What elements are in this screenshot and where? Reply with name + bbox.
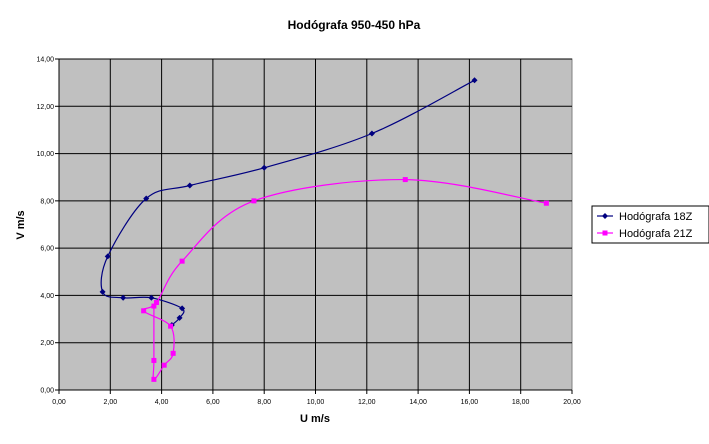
data-point (104, 253, 111, 260)
data-point (143, 195, 150, 202)
x-tick-label: 8,00 (257, 399, 271, 406)
x-tick-label: 18,00 (512, 399, 530, 406)
legend-marker (602, 213, 608, 219)
data-point (151, 357, 157, 363)
data-point (168, 323, 174, 329)
x-axis-ticks: 0,00 2,00 4,00 6,00 8,00 10,00 12,00 14,00 16,00… (52, 390, 581, 406)
y-tick-label: 14,00 (36, 57, 54, 64)
legend-box (591, 205, 709, 244)
x-tick-label: 16,00 (461, 399, 479, 406)
legend: Hodógrafa 18Z Hodógrafa 21Z (591, 205, 709, 244)
x-tick-label: 0,00 (52, 399, 66, 406)
data-point (120, 294, 127, 301)
series-hod-grafa-18z (99, 77, 478, 328)
data-point (99, 288, 106, 295)
y-tick-label: 10,00 (36, 151, 54, 158)
y-axis-ticks: 0,00 2,00 4,00 6,00 8,00 10,00 12,00 14,00 (36, 57, 59, 395)
chart-title: Hodógrafa 950-450 hPa (288, 18, 421, 32)
y-tick-label: 12,00 (36, 104, 54, 111)
data-point (141, 308, 147, 314)
data-point (471, 77, 478, 84)
data-point (148, 294, 155, 301)
data-point (251, 198, 257, 204)
x-tick-label: 20,00 (563, 399, 581, 406)
legend-label: Hodógrafa 18Z (619, 211, 693, 223)
data-point (543, 200, 549, 206)
y-tick-label: 6,00 (40, 246, 54, 253)
legend-label: Hodógrafa 21Z (619, 228, 693, 240)
data-point (176, 314, 183, 321)
legend-marker (602, 230, 608, 236)
data-point (261, 164, 268, 171)
data-point (151, 376, 157, 382)
data-point (151, 303, 157, 309)
data-point (402, 177, 408, 183)
series-hod-grafa-21z (141, 177, 549, 382)
data-point (161, 362, 167, 368)
data-point (179, 305, 186, 312)
y-tick-label: 4,00 (40, 293, 54, 300)
y-axis-label: V m/s (15, 210, 27, 239)
x-tick-label: 2,00 (103, 399, 117, 406)
data-point (153, 300, 159, 306)
y-tick-label: 8,00 (40, 198, 54, 205)
x-tick-label: 4,00 (155, 399, 169, 406)
y-tick-label: 2,00 (40, 340, 54, 347)
x-tick-label: 14,00 (409, 399, 427, 406)
x-axis-label: U m/s (300, 413, 330, 425)
x-tick-label: 6,00 (206, 399, 220, 406)
data-point (179, 258, 185, 264)
data-point (170, 350, 176, 356)
y-tick-label: 0,00 (40, 388, 54, 395)
series-layer (99, 77, 549, 382)
x-tick-label: 10,00 (307, 399, 325, 406)
data-point (186, 182, 193, 189)
data-point (368, 130, 375, 137)
x-tick-label: 12,00 (358, 399, 376, 406)
